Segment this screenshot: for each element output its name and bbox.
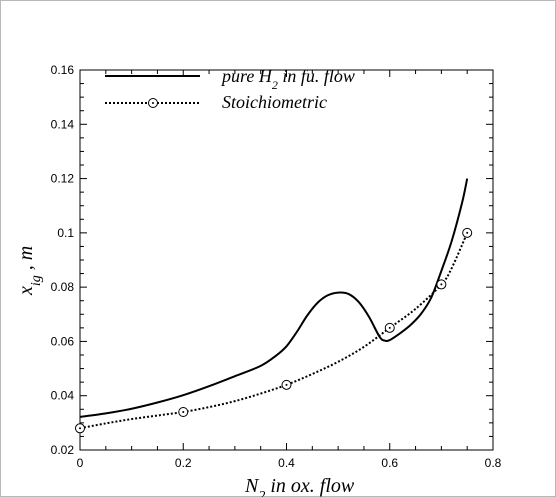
data-point-marker-center bbox=[388, 326, 391, 329]
axis-ticks bbox=[79, 69, 494, 451]
x-tick-label: 0.8 bbox=[485, 456, 502, 470]
y-tick-label: 0.1 bbox=[57, 226, 74, 240]
data-point-marker-center bbox=[182, 411, 185, 413]
series-layer bbox=[75, 178, 473, 434]
x-tick-label: 0.2 bbox=[175, 456, 192, 470]
data-point-marker-center bbox=[285, 383, 288, 386]
data-point-marker-center bbox=[466, 231, 469, 234]
x-tick-label: 0 bbox=[77, 456, 84, 470]
y-tick-label: 0.04 bbox=[51, 389, 75, 403]
y-tick-label: 0.06 bbox=[51, 334, 75, 348]
plot-area bbox=[79, 69, 494, 451]
legend-label-series-2: Stoichiometric bbox=[222, 92, 327, 112]
data-point-marker-center bbox=[440, 283, 443, 286]
x-tick-label: 0.4 bbox=[278, 456, 295, 470]
y-tick-label: 0.16 bbox=[51, 63, 75, 77]
tick-labels: 0 0.2 0.4 0.6 0.8 0.02 0.04 0.06 0.08 0.1 0.12 0.14… bbox=[51, 63, 502, 470]
data-point-marker-center bbox=[79, 427, 81, 430]
legend-label-series-1: pure H2 in fu. flow bbox=[220, 66, 355, 92]
legend-marker-dot bbox=[152, 102, 154, 104]
x-tick-label: 0.6 bbox=[381, 456, 398, 470]
y-tick-label: 0.08 bbox=[51, 280, 75, 294]
series-line-2 bbox=[79, 232, 469, 430]
y-tick-label: 0.14 bbox=[51, 117, 75, 131]
series-line-1 bbox=[79, 178, 469, 418]
x-axis-label: N2 in ox. flow bbox=[244, 475, 355, 497]
y-axis-label: xig , m bbox=[15, 246, 44, 296]
y-tick-label: 0.02 bbox=[51, 443, 75, 457]
legend: pure H2 in fu. flow Stoichiometric bbox=[105, 66, 355, 112]
y-tick-label: 0.12 bbox=[51, 172, 75, 186]
